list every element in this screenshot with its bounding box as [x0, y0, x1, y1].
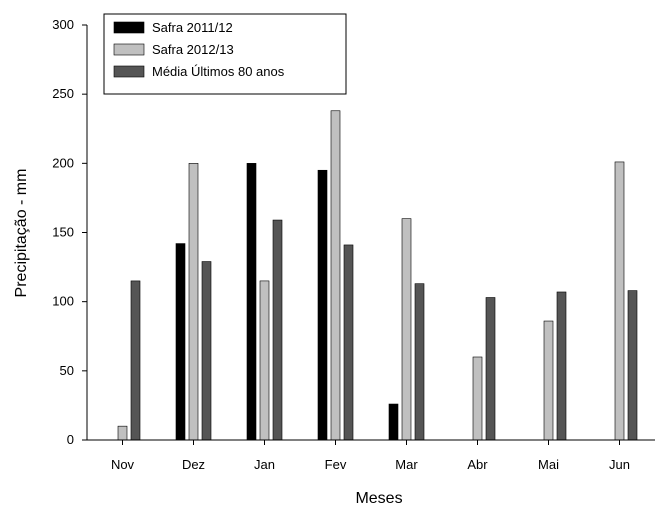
- bar: [343, 244, 354, 441]
- y-tick-label: 150: [52, 225, 74, 240]
- bar: [330, 110, 341, 441]
- x-tick-label: Jan: [254, 457, 275, 472]
- bar: [627, 290, 638, 441]
- legend-label: Safra 2011/12: [152, 20, 233, 35]
- legend-box: [103, 13, 347, 95]
- x-tick-label: Mar: [395, 457, 418, 472]
- x-tick-label: Fev: [325, 457, 347, 472]
- bar: [201, 261, 212, 441]
- y-tick-label: 200: [52, 155, 74, 170]
- x-tick-label: Jun: [609, 457, 630, 472]
- bar: [414, 283, 425, 441]
- bar: [317, 169, 328, 441]
- bar: [175, 243, 186, 441]
- y-axis-title: Precipitação - mm: [13, 169, 30, 298]
- y-tick-label: 100: [52, 294, 74, 309]
- x-tick-label: Mai: [538, 457, 559, 472]
- x-tick-label: Abr: [467, 457, 488, 472]
- y-tick-label: 50: [60, 363, 74, 378]
- bar: [130, 280, 141, 441]
- bar: [472, 356, 483, 441]
- bar: [246, 163, 257, 441]
- legend-swatch: [113, 65, 145, 78]
- y-tick-label: 0: [67, 432, 74, 447]
- legend: Safra 2011/12 Safra 2012/13 Média Últimos …: [103, 13, 347, 95]
- bars-group: [117, 110, 638, 441]
- bar: [117, 425, 128, 441]
- bar: [388, 403, 399, 441]
- bar: [188, 163, 199, 441]
- y-tick-label: 250: [52, 86, 74, 101]
- y-tick-label: 300: [52, 17, 74, 32]
- axes-group: 0 50 100 150 200 250 300 Nov Dez Jan Fev Mar Abr Mai J…: [52, 17, 655, 472]
- x-tick-label: Dez: [182, 457, 205, 472]
- bar: [543, 320, 554, 441]
- bar: [259, 280, 270, 441]
- legend-swatch: [113, 21, 145, 34]
- x-tick-label: Nov: [111, 457, 135, 472]
- bar: [401, 218, 412, 441]
- legend-swatch: [113, 43, 145, 56]
- bar: [614, 161, 625, 441]
- legend-label: Safra 2012/13: [152, 42, 234, 57]
- bar: [485, 297, 496, 441]
- legend-label: Média Últimos 80 anos: [152, 64, 285, 79]
- bar: [272, 219, 283, 441]
- bar: [556, 291, 567, 441]
- x-axis-title: Meses: [355, 490, 402, 506]
